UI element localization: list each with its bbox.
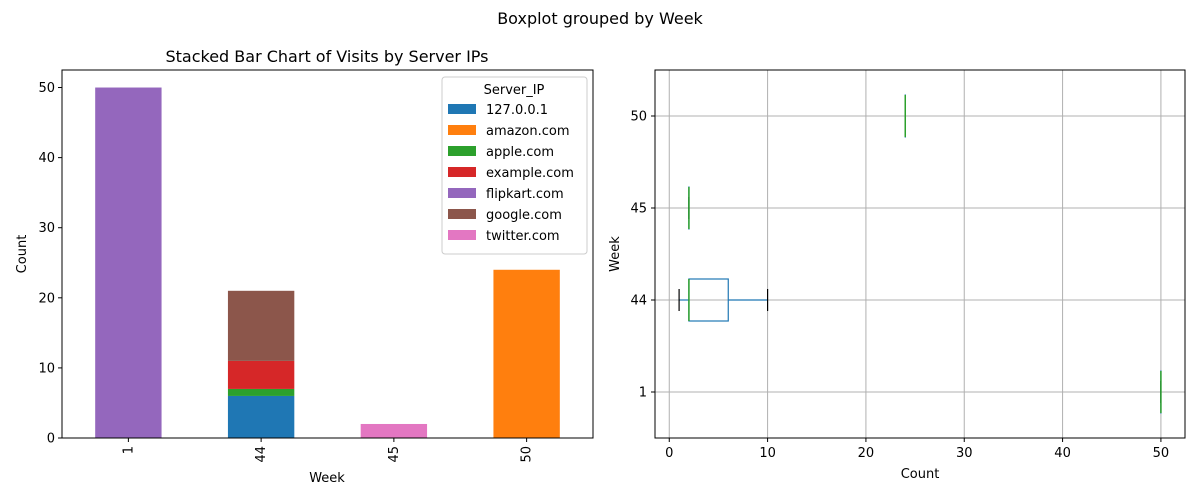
boxplot-chart: 0 10 20 30 40 50 1 44 45 50 Count Week (608, 69, 1186, 482)
bar-segment-45-twitter-com (360, 423, 428, 438)
box-x-tick-label: 20 (858, 446, 875, 461)
box-x-tick-label: 40 (1054, 446, 1071, 461)
bar-y-tick-label: 50 (38, 81, 55, 96)
bar-x-tick-label: 1 (121, 446, 136, 454)
legend-label: apple.com (486, 145, 554, 160)
legend-swatch (448, 209, 476, 219)
legend-label: google.com (486, 208, 562, 223)
bar-segment-44-google-com (227, 290, 295, 361)
bar-y-tick-label: 30 (38, 221, 55, 236)
legend-swatch (448, 230, 476, 240)
legend: Server_IP 127.0.0.1 amazon.com apple.com exa… (441, 76, 588, 255)
legend-swatch (448, 188, 476, 198)
legend-label: flipkart.com (486, 187, 564, 202)
legend-label: amazon.com (486, 124, 570, 139)
bar-y-tick-label: 40 (38, 151, 55, 166)
legend-swatch (448, 146, 476, 156)
bar-x-tick-label: 45 (387, 446, 402, 463)
box-week-44 (678, 278, 769, 322)
legend-box (441, 76, 588, 255)
bar-x-axis-label: Week (309, 471, 345, 486)
bar-group (95, 87, 560, 439)
legend-label: 127.0.0.1 (486, 103, 548, 118)
box-x-axis-label: Count (901, 467, 940, 482)
bar-chart-title: Stacked Bar Chart of Visits by Server IP… (165, 47, 488, 66)
bar-y-tick-label: 10 (38, 361, 55, 376)
bar-y-tick-label: 20 (38, 291, 55, 306)
legend-title: Server_IP (484, 83, 545, 98)
box-y-axis-label: Week (608, 236, 623, 272)
bar-segment-1-flipkart-com (95, 87, 162, 439)
bar-segment-50-amazon-com (493, 269, 560, 438)
box-y-tick-label: 44 (630, 294, 647, 309)
bar-segment-44-apple-com (227, 388, 295, 396)
box-x-tick-label: 10 (759, 446, 776, 461)
figure-title: Boxplot grouped by Week (497, 9, 703, 28)
box-x-tick-label: 30 (956, 446, 973, 461)
bar-plot-frame (61, 69, 594, 439)
box-plot-frame (654, 69, 1186, 439)
bar-x-tick-label: 44 (254, 446, 269, 463)
legend-swatch (448, 125, 476, 135)
box-y-tick-label: 1 (639, 386, 647, 401)
bar-segment-44-example-com (227, 360, 295, 389)
legend-swatch (448, 104, 476, 114)
bar-y-tick-label: 0 (47, 432, 55, 447)
legend-label: twitter.com (486, 229, 560, 244)
bar-segment-44-127-0-0-1 (227, 395, 295, 438)
legend-swatch (448, 167, 476, 177)
bar-y-axis-label: Count (15, 235, 30, 274)
box-group (678, 94, 1162, 414)
bar-x-tick-label: 50 (520, 446, 535, 463)
box-x-tick-label: 0 (665, 446, 673, 461)
box-x-tick-label: 50 (1153, 446, 1170, 461)
box-y-tick-label: 50 (630, 110, 647, 125)
stacked-bar-chart: Stacked Bar Chart of Visits by Server IP… (15, 47, 594, 486)
legend-label: example.com (486, 166, 574, 181)
box-y-tick-label: 45 (630, 202, 647, 217)
